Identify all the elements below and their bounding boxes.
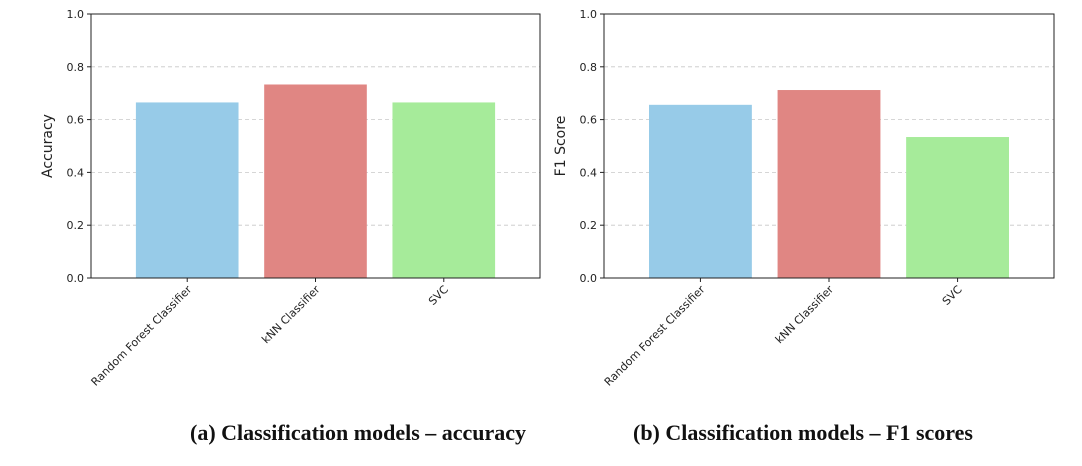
x-tick-label: kNN Classifier: [259, 283, 323, 347]
bar-svc: [906, 137, 1009, 278]
bar-random-forest-classifier: [135, 102, 239, 278]
bar-knn-classifier: [264, 84, 367, 278]
x-tick-label: SVC: [426, 283, 451, 308]
axes-frame: [603, 13, 1055, 279]
y-tick-label: 0.8: [580, 61, 598, 74]
y-tick-label: 0.4: [67, 166, 85, 179]
y-tick-label: 0.4: [580, 166, 598, 179]
x-tick-label: SVC: [940, 283, 965, 308]
accuracy-chart: 0.0 0.2 0.4 0.6 0.8 1.0 Random Forest Classifi…: [40, 8, 541, 389]
y-axis-label: F1 Score: [553, 116, 569, 177]
y-tick-label: 1.0: [580, 8, 598, 21]
x-tick-label: kNN Classifier: [773, 283, 837, 347]
bar-random-forest-classifier: [649, 104, 752, 278]
x-tick-label: Random Forest Classifier: [89, 283, 195, 389]
y-axis-label: Accuracy: [40, 114, 56, 178]
bar-svc: [392, 102, 496, 278]
y-tick-label: 0.2: [580, 219, 598, 232]
axes-frame: [90, 13, 541, 279]
y-tick-label: 0.2: [67, 219, 85, 232]
caption-f1-scores: (b) Classification models – F1 scores: [633, 420, 973, 445]
caption-accuracy: (a) Classification models – accuracy: [190, 420, 527, 445]
f1-score-chart: 0.0 0.2 0.4 0.6 0.8 1.0 Random Forest Classifi…: [553, 8, 1055, 389]
y-tick-label: 0.8: [67, 61, 85, 74]
y-tick-label: 0.6: [580, 114, 598, 127]
x-tick-label: Random Forest Classifier: [602, 283, 708, 389]
y-tick-label: 0.6: [67, 114, 85, 127]
y-tick-label: 0.0: [67, 272, 85, 285]
bar-knn-classifier: [777, 90, 881, 278]
y-tick-label: 1.0: [67, 8, 85, 21]
y-tick-label: 0.0: [580, 272, 598, 285]
